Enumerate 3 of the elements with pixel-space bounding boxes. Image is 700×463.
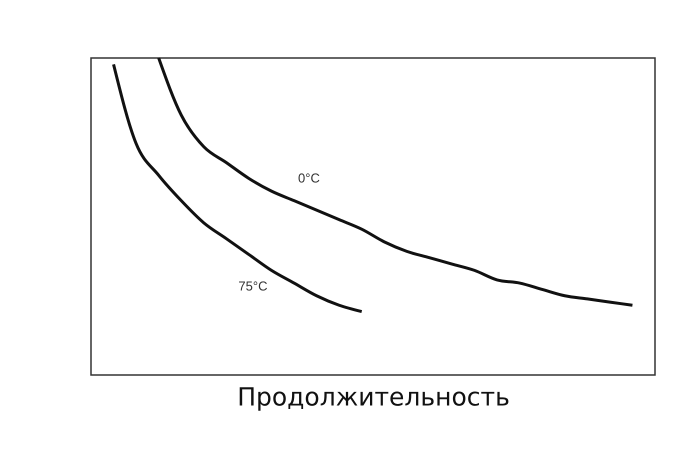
x-axis-title: Продолжительность <box>237 382 510 412</box>
series-label: 0°C <box>298 170 320 186</box>
series-label: 75°C <box>238 278 268 294</box>
